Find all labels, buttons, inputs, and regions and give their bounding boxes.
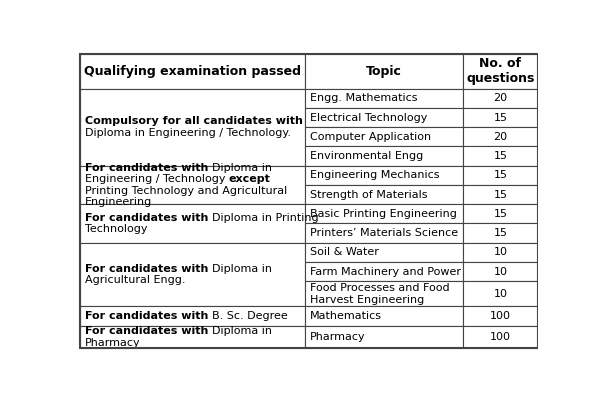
Bar: [305, 307, 463, 326]
Bar: [305, 108, 463, 127]
Text: Topic: Topic: [366, 65, 402, 78]
Text: Compulsory for all candidates with: Compulsory for all candidates with: [85, 116, 307, 126]
Text: Printing Technology and Agricultural: Printing Technology and Agricultural: [85, 186, 287, 196]
Text: 100: 100: [490, 332, 511, 342]
Bar: [463, 127, 538, 147]
Text: For candidates with: For candidates with: [85, 163, 212, 173]
Text: Environmental Engg: Environmental Engg: [310, 151, 423, 161]
Bar: [463, 204, 538, 223]
Text: Food Processes and Food
Harvest Engineering: Food Processes and Food Harvest Engineer…: [310, 283, 449, 305]
Text: For candidates with: For candidates with: [85, 213, 212, 223]
Text: Basic Printing Engineering: Basic Printing Engineering: [310, 209, 457, 219]
Text: For candidates with: For candidates with: [85, 326, 212, 336]
Bar: [305, 185, 463, 204]
Bar: [463, 53, 538, 89]
Text: Pharmacy: Pharmacy: [85, 337, 141, 348]
Text: 10: 10: [493, 248, 508, 257]
Text: Farm Machinery and Power: Farm Machinery and Power: [310, 267, 460, 277]
Text: Diploma in: Diploma in: [212, 326, 272, 336]
Text: 15: 15: [493, 228, 508, 238]
Bar: [80, 307, 305, 326]
Text: Electrical Technology: Electrical Technology: [310, 112, 427, 123]
Bar: [80, 53, 305, 89]
Bar: [305, 223, 463, 243]
Text: Engineering Mechanics: Engineering Mechanics: [310, 170, 439, 180]
Text: 20: 20: [493, 93, 508, 103]
Text: Mathematics: Mathematics: [310, 311, 382, 321]
Text: 15: 15: [493, 112, 508, 123]
Text: Agricultural Engg.: Agricultural Engg.: [85, 275, 185, 286]
Text: For candidates with: For candidates with: [85, 264, 212, 274]
Text: B. Sc. Degree: B. Sc. Degree: [212, 311, 288, 321]
Text: Diploma in Engineering / Technology.: Diploma in Engineering / Technology.: [85, 128, 291, 138]
Bar: [80, 204, 305, 243]
Bar: [463, 307, 538, 326]
Text: Engineering / Technology: Engineering / Technology: [85, 174, 229, 184]
Text: Diploma in: Diploma in: [212, 264, 272, 274]
Bar: [463, 243, 538, 262]
Bar: [80, 243, 305, 307]
Bar: [305, 243, 463, 262]
Text: 10: 10: [493, 267, 508, 277]
Bar: [463, 281, 538, 307]
Bar: [463, 185, 538, 204]
Text: 10: 10: [493, 289, 508, 299]
Bar: [80, 166, 305, 204]
Bar: [305, 326, 463, 348]
Text: 15: 15: [493, 190, 508, 200]
Text: Strength of Materials: Strength of Materials: [310, 190, 427, 200]
Text: 20: 20: [493, 132, 508, 142]
Bar: [463, 147, 538, 166]
Bar: [305, 89, 463, 108]
Bar: [80, 326, 305, 348]
Bar: [305, 204, 463, 223]
Bar: [463, 108, 538, 127]
Text: 15: 15: [493, 151, 508, 161]
Text: Qualifying examination passed: Qualifying examination passed: [84, 65, 301, 78]
Bar: [463, 89, 538, 108]
Text: For candidates with: For candidates with: [85, 311, 212, 321]
Text: 15: 15: [493, 170, 508, 180]
Bar: [463, 166, 538, 185]
Text: Soil & Water: Soil & Water: [310, 248, 379, 257]
Text: Technology: Technology: [85, 224, 148, 234]
Text: Printers’ Materials Science: Printers’ Materials Science: [310, 228, 458, 238]
Text: Pharmacy: Pharmacy: [310, 332, 365, 342]
Bar: [305, 127, 463, 147]
Text: Computer Application: Computer Application: [310, 132, 431, 142]
Text: Engineering: Engineering: [85, 197, 152, 207]
Bar: [463, 262, 538, 281]
Bar: [80, 89, 305, 166]
Text: 100: 100: [490, 311, 511, 321]
Text: Diploma in Printing: Diploma in Printing: [212, 213, 319, 223]
Bar: [305, 281, 463, 307]
Text: Engg. Mathematics: Engg. Mathematics: [310, 93, 417, 103]
Text: Diploma in: Diploma in: [212, 163, 272, 173]
Text: No. of
questions: No. of questions: [466, 57, 535, 85]
Text: except: except: [229, 174, 271, 184]
Bar: [463, 326, 538, 348]
Text: 15: 15: [493, 209, 508, 219]
Bar: [305, 147, 463, 166]
Bar: [463, 223, 538, 243]
Bar: [305, 262, 463, 281]
Bar: [305, 53, 463, 89]
Bar: [305, 166, 463, 185]
